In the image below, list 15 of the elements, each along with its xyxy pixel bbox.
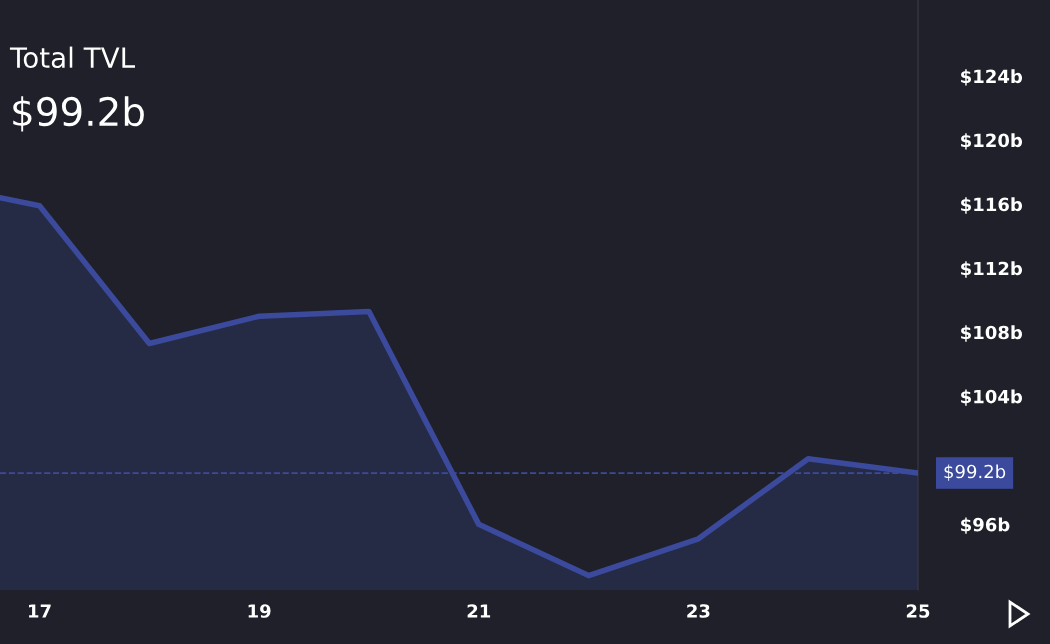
text: Total TVL [9,46,135,69]
x-tick-label: 17 [29,604,51,618]
y-tick-label: $116b [961,197,1023,214]
x-tick-label: 19 [248,604,271,618]
x-tick-label: 21 [467,604,491,618]
y-tick-label: $96b [961,517,1010,534]
y-tick-label: $104b [961,389,1023,406]
ref-line-label: $99.2b [944,464,1006,481]
x-tick-label: 23 [687,604,710,618]
y-tick-label: $120b [961,133,1023,150]
text: $99.2b [13,96,144,132]
y-tick-label: $108b [961,325,1023,342]
y-tick-label: $112b [961,261,1023,278]
y-tick-label: $124b [961,69,1023,86]
x-tick-label: 25 [906,604,930,618]
